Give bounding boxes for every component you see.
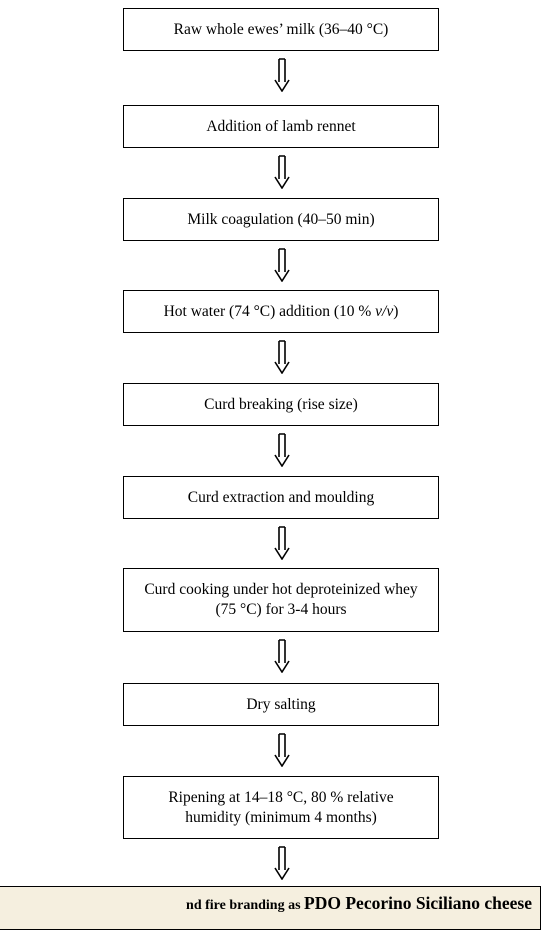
step-italic: v/v bbox=[375, 302, 394, 320]
step-label: Milk coagulation (40‒50 min) bbox=[187, 210, 375, 228]
arrow bbox=[274, 248, 290, 282]
arrow bbox=[274, 340, 290, 374]
arrow bbox=[274, 433, 290, 467]
step-label: Ripening at 14–18 °C, 80 % relative bbox=[168, 788, 394, 806]
arrow-path bbox=[274, 58, 290, 92]
step-box: Hot water (74 °C) addition (10 % v/v) bbox=[123, 290, 439, 333]
step-box: Addition of lamb rennet bbox=[123, 105, 439, 148]
arrow-path bbox=[274, 340, 290, 374]
step-label: Hot water (74 °C) addition (10 % v/v) bbox=[164, 302, 399, 322]
step-text: Hot water (74 °C) addition (10 % bbox=[163, 302, 376, 320]
step-label: Raw whole ewes’ milk (36–40 °C) bbox=[173, 20, 389, 38]
step-label: (75 °C) for 3-4 hours bbox=[215, 601, 347, 618]
arrow bbox=[274, 155, 290, 189]
step-box: Raw whole ewes’ milk (36–40 °C) bbox=[123, 8, 439, 51]
final-text: nd fire branding as bbox=[186, 898, 305, 913]
final-emphasis: PDO Pecorino Siciliano cheese bbox=[304, 893, 532, 913]
arrow bbox=[274, 733, 290, 767]
step-box: Curd cooking under hot deproteinized whe… bbox=[123, 568, 439, 632]
step-label: Dry salting bbox=[246, 695, 316, 713]
arrow-path bbox=[274, 248, 290, 282]
arrow-path bbox=[274, 846, 290, 880]
arrow bbox=[274, 526, 290, 560]
step-label: humidity (minimum 4 months) bbox=[185, 808, 377, 826]
arrow-path bbox=[274, 733, 290, 767]
arrow-path bbox=[274, 155, 290, 189]
step-label: Curd breaking (rise size) bbox=[204, 395, 358, 413]
step-box: Dry salting bbox=[123, 683, 439, 726]
arrow-path bbox=[274, 526, 290, 560]
step-label: Curd extraction and moulding bbox=[187, 488, 375, 506]
final-label: nd fire branding as PDO Pecorino Sicilia… bbox=[186, 893, 532, 914]
arrow-path bbox=[274, 433, 290, 467]
final-step: nd fire branding as PDO Pecorino Sicilia… bbox=[0, 886, 541, 930]
arrow bbox=[274, 639, 290, 673]
arrow bbox=[274, 58, 290, 92]
arrow-path bbox=[274, 639, 290, 673]
arrow bbox=[274, 846, 290, 880]
step-box: Curd breaking (rise size) bbox=[123, 383, 439, 426]
step-box: Milk coagulation (40‒50 min) bbox=[123, 198, 439, 241]
step-label: Curd cooking under hot deproteinized whe… bbox=[144, 581, 418, 598]
step-box: Ripening at 14–18 °C, 80 % relative humid… bbox=[123, 776, 439, 839]
step-text-end: ) bbox=[393, 302, 399, 320]
step-box: Curd extraction and moulding bbox=[123, 476, 439, 519]
step-label: Addition of lamb rennet bbox=[206, 117, 356, 135]
